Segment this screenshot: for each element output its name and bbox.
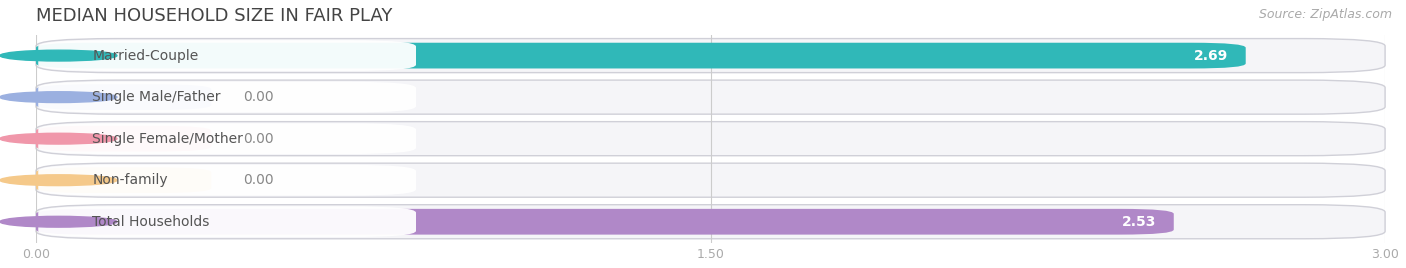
- FancyBboxPatch shape: [38, 206, 416, 237]
- Text: Source: ZipAtlas.com: Source: ZipAtlas.com: [1258, 8, 1392, 21]
- FancyBboxPatch shape: [37, 122, 1385, 156]
- FancyBboxPatch shape: [37, 163, 1385, 197]
- Text: Total Households: Total Households: [93, 215, 209, 229]
- Circle shape: [0, 133, 117, 144]
- Text: 2.53: 2.53: [1122, 215, 1156, 229]
- Text: MEDIAN HOUSEHOLD SIZE IN FAIR PLAY: MEDIAN HOUSEHOLD SIZE IN FAIR PLAY: [37, 7, 392, 25]
- FancyBboxPatch shape: [37, 126, 211, 151]
- Text: 0.00: 0.00: [243, 132, 274, 146]
- Text: Non-family: Non-family: [93, 173, 167, 187]
- Text: Married-Couple: Married-Couple: [93, 49, 198, 63]
- FancyBboxPatch shape: [38, 165, 416, 196]
- FancyBboxPatch shape: [38, 40, 416, 71]
- FancyBboxPatch shape: [37, 80, 1385, 114]
- Circle shape: [0, 216, 117, 227]
- FancyBboxPatch shape: [38, 82, 416, 113]
- Circle shape: [0, 92, 117, 103]
- Text: Single Female/Mother: Single Female/Mother: [93, 132, 243, 146]
- Circle shape: [0, 50, 117, 61]
- Text: Single Male/Father: Single Male/Father: [93, 90, 221, 104]
- Circle shape: [0, 175, 117, 186]
- Text: 0.00: 0.00: [243, 90, 274, 104]
- FancyBboxPatch shape: [37, 167, 211, 193]
- FancyBboxPatch shape: [37, 209, 1174, 234]
- FancyBboxPatch shape: [37, 39, 1385, 73]
- Text: 2.69: 2.69: [1194, 49, 1227, 63]
- Text: 0.00: 0.00: [243, 173, 274, 187]
- FancyBboxPatch shape: [37, 43, 1246, 69]
- FancyBboxPatch shape: [37, 205, 1385, 239]
- FancyBboxPatch shape: [37, 84, 211, 110]
- FancyBboxPatch shape: [38, 123, 416, 154]
